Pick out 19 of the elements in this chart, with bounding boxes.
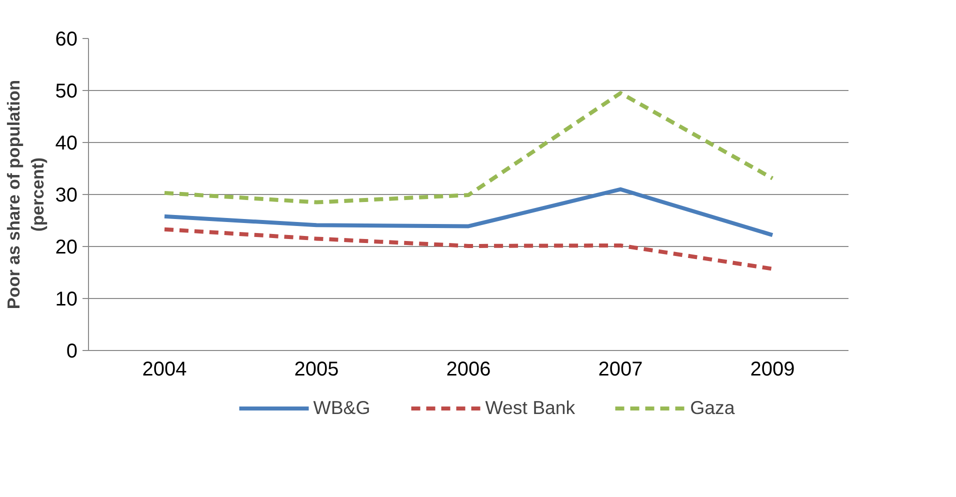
y-axis-title: Poor as share of population (percent) (3, 80, 48, 310)
y-tick-label: 50 (55, 80, 78, 102)
x-tick-label: 2007 (598, 358, 643, 380)
y-tick-label: 60 (55, 28, 78, 50)
legend-label: WB&G (313, 397, 370, 419)
x-tick-label: 2009 (750, 358, 795, 380)
y-tick-label: 30 (55, 184, 78, 206)
line-series (162, 91, 774, 204)
x-tick-label: 2005 (294, 358, 339, 380)
legend-label: West Bank (485, 397, 576, 419)
line-series (162, 187, 774, 238)
y-tick-label: 0 (66, 340, 78, 362)
y-tick-label: 10 (55, 288, 78, 310)
x-tick-label: 2006 (446, 358, 491, 380)
y-tick-label: 40 (55, 132, 78, 154)
x-tick-label: 2004 (142, 358, 187, 380)
line-series (162, 227, 774, 271)
y-tick-label: 20 (55, 236, 78, 258)
legend-label: Gaza (690, 397, 735, 419)
